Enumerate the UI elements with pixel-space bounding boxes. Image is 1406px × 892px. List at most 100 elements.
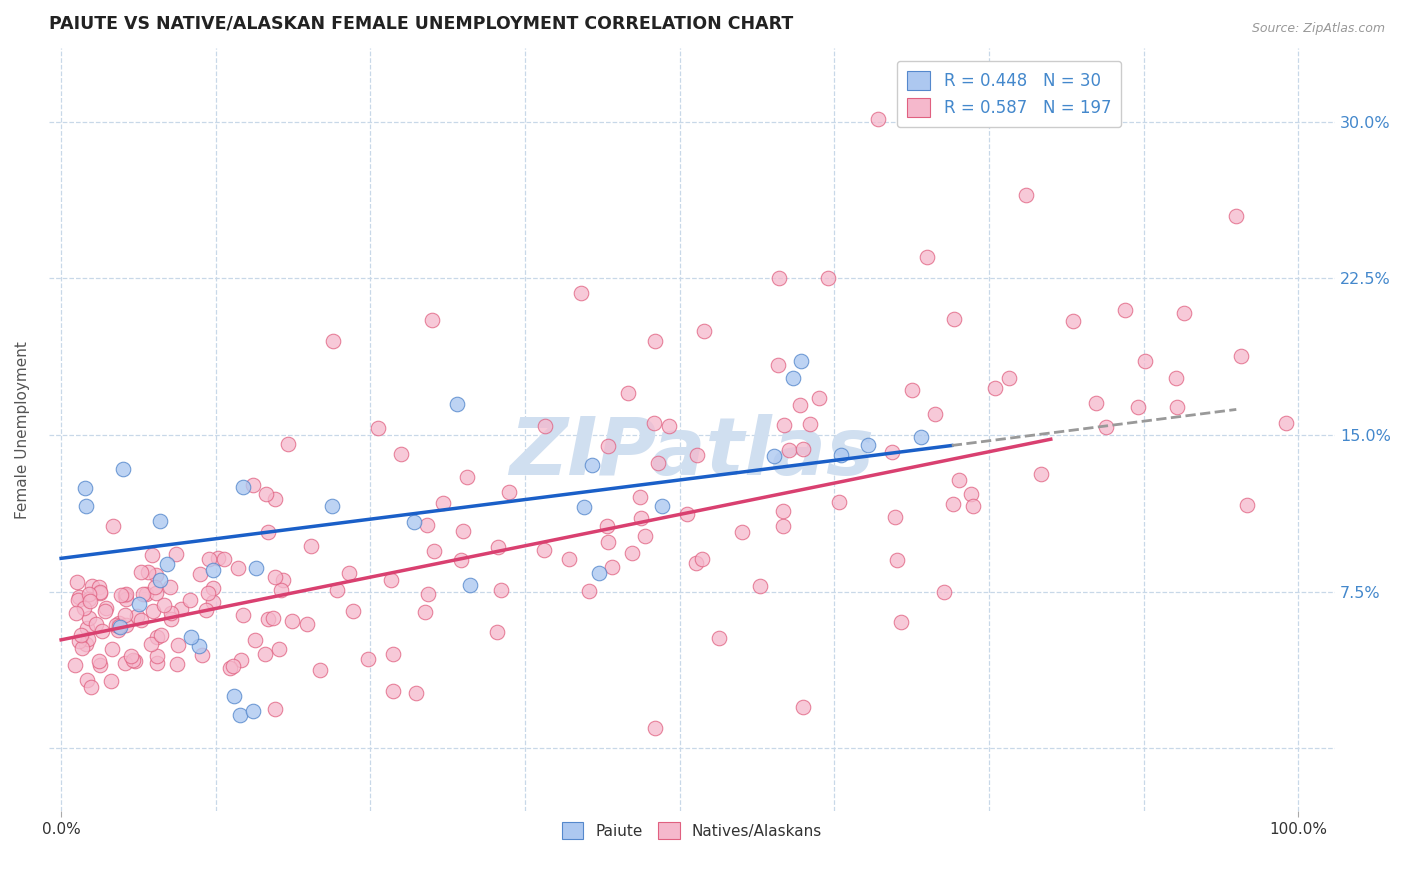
- Point: [413, 605, 436, 619]
- Point: [165, 548, 187, 562]
- Point: [229, 708, 252, 723]
- Point: [242, 478, 264, 492]
- Point: [533, 543, 555, 558]
- Point: [644, 334, 666, 348]
- Point: [129, 565, 152, 579]
- Point: [90, 624, 112, 639]
- Point: [201, 563, 224, 577]
- Point: [125, 609, 148, 624]
- Point: [948, 474, 970, 488]
- Point: [778, 442, 800, 457]
- Point: [1225, 209, 1247, 223]
- Point: [357, 652, 380, 666]
- Point: [763, 450, 786, 464]
- Point: [1062, 314, 1084, 328]
- Point: [128, 597, 150, 611]
- Point: [772, 518, 794, 533]
- Point: [1173, 306, 1195, 320]
- Point: [105, 618, 128, 632]
- Point: [145, 567, 167, 582]
- Point: [191, 648, 214, 662]
- Point: [962, 499, 984, 513]
- Point: [149, 573, 172, 587]
- Point: [486, 540, 509, 554]
- Point: [828, 495, 851, 509]
- Point: [486, 624, 509, 639]
- Point: [790, 354, 813, 368]
- Point: [224, 690, 246, 704]
- Point: [799, 417, 821, 431]
- Point: [1164, 371, 1187, 385]
- Point: [269, 642, 291, 657]
- Point: [146, 656, 169, 670]
- Point: [89, 657, 111, 672]
- Point: [418, 587, 440, 601]
- Point: [792, 442, 814, 456]
- Point: [574, 500, 596, 515]
- Point: [581, 458, 603, 472]
- Point: [450, 553, 472, 567]
- Point: [198, 551, 221, 566]
- Point: [617, 385, 640, 400]
- Point: [187, 639, 209, 653]
- Point: [1095, 420, 1118, 434]
- Text: Source: ZipAtlas.com: Source: ZipAtlas.com: [1251, 22, 1385, 36]
- Point: [271, 574, 294, 588]
- Point: [226, 561, 249, 575]
- Point: [66, 592, 89, 607]
- Point: [132, 587, 155, 601]
- Point: [558, 552, 581, 566]
- Point: [170, 602, 193, 616]
- Point: [94, 600, 117, 615]
- Point: [932, 584, 955, 599]
- Point: [222, 658, 245, 673]
- Point: [87, 580, 110, 594]
- Point: [146, 649, 169, 664]
- Point: [254, 487, 277, 501]
- Point: [232, 480, 254, 494]
- Point: [179, 593, 201, 607]
- Point: [114, 608, 136, 623]
- Point: [643, 416, 665, 430]
- Point: [124, 654, 146, 668]
- Point: [382, 647, 405, 661]
- Point: [190, 567, 212, 582]
- Point: [70, 628, 93, 642]
- Point: [600, 559, 623, 574]
- Point: [415, 518, 437, 533]
- Point: [212, 552, 235, 566]
- Point: [156, 557, 179, 571]
- Point: [456, 470, 478, 484]
- Point: [446, 397, 468, 411]
- Point: [792, 699, 814, 714]
- Point: [598, 534, 620, 549]
- Point: [141, 548, 163, 562]
- Point: [1085, 396, 1108, 410]
- Point: [489, 582, 512, 597]
- Point: [588, 566, 610, 580]
- Point: [202, 595, 225, 609]
- Point: [115, 586, 138, 600]
- Point: [79, 591, 101, 606]
- Point: [766, 358, 789, 372]
- Point: [423, 544, 446, 558]
- Point: [367, 421, 389, 435]
- Point: [114, 588, 136, 602]
- Point: [114, 656, 136, 670]
- Point: [1275, 416, 1298, 430]
- Point: [73, 601, 96, 615]
- Point: [880, 445, 903, 459]
- Point: [84, 617, 107, 632]
- Point: [166, 657, 188, 671]
- Point: [998, 371, 1021, 385]
- Point: [253, 648, 276, 662]
- Point: [138, 566, 160, 580]
- Legend: Paiute, Natives/Alaskans: Paiute, Natives/Alaskans: [555, 815, 828, 846]
- Point: [924, 407, 946, 421]
- Point: [89, 585, 111, 599]
- Point: [257, 525, 280, 540]
- Point: [65, 658, 87, 673]
- Point: [139, 637, 162, 651]
- Point: [321, 500, 343, 514]
- Point: [420, 313, 443, 327]
